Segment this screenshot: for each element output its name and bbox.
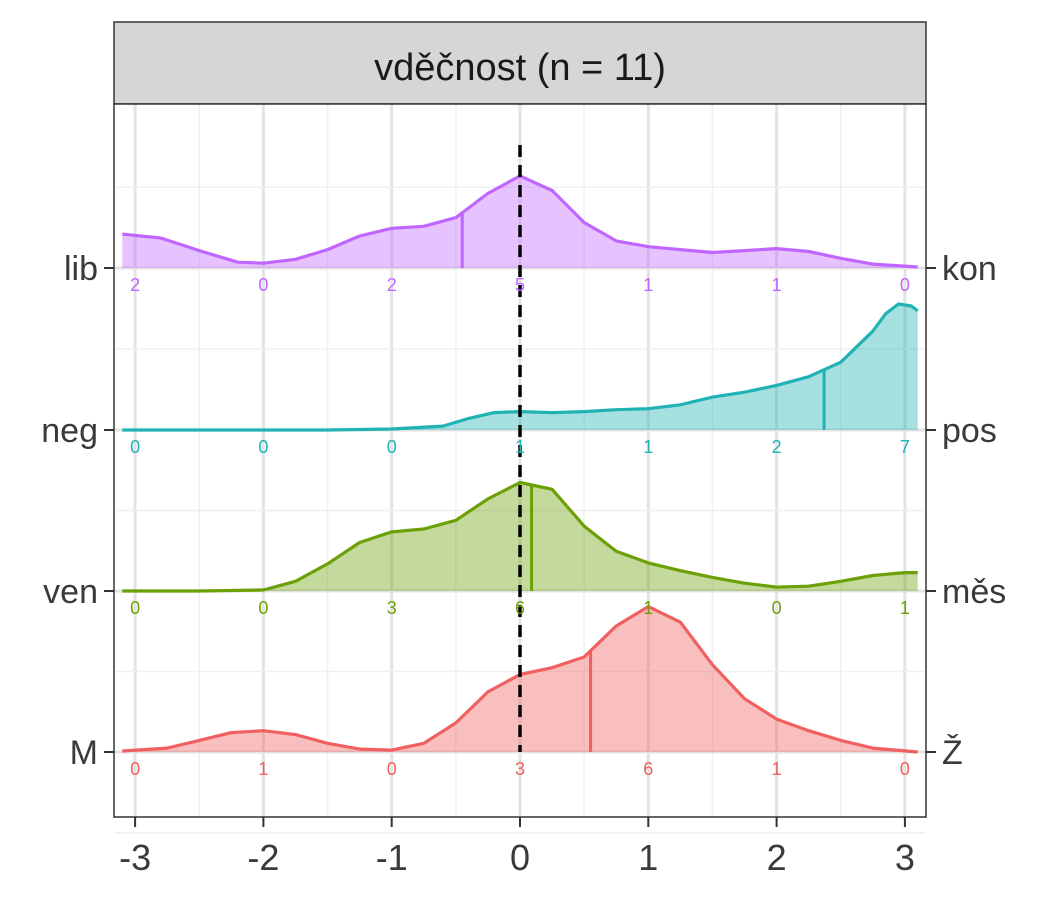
- y-label-right: pos: [942, 412, 997, 450]
- count-label: 3: [515, 759, 525, 779]
- count-label: 1: [643, 437, 653, 457]
- count-labels-layer: 2 0 2 5 1 1 0 0 0 0 1 1 2 7 0 0 3 6 1 0 1 0 1 0 3 6 1 0: [130, 275, 910, 779]
- x-tick-label: -2: [247, 837, 279, 878]
- count-label: 0: [772, 598, 782, 618]
- y-label-left: ven: [43, 573, 98, 611]
- density-curve: [122, 480, 918, 593]
- count-label: 5: [515, 275, 525, 295]
- density-area: [122, 175, 918, 268]
- count-label: 0: [387, 759, 397, 779]
- count-label: 0: [130, 437, 140, 457]
- count-label: 0: [900, 275, 910, 295]
- count-label: 0: [387, 437, 397, 457]
- count-label: 1: [772, 275, 782, 295]
- y-label-left: neg: [41, 412, 98, 450]
- x-tick-label: -3: [119, 837, 151, 878]
- y-label-left: lib: [64, 250, 98, 288]
- count-label: 1: [900, 598, 910, 618]
- count-label: 0: [258, 437, 268, 457]
- x-tick-label: 0: [510, 837, 530, 878]
- count-label: 1: [772, 759, 782, 779]
- count-label: 1: [515, 437, 525, 457]
- ridge-neg-pos: [122, 302, 919, 432]
- x-tick-label: -1: [376, 837, 408, 878]
- axis-layer: -3 -2 -1 0 1 2 3 lib kon neg pos ven měs M Ž: [41, 250, 1006, 878]
- count-label: 0: [258, 275, 268, 295]
- count-label: 1: [643, 598, 653, 618]
- count-label: 6: [643, 759, 653, 779]
- count-label: 3: [387, 598, 397, 618]
- y-label-left: M: [70, 734, 98, 772]
- y-label-right: Ž: [942, 734, 963, 772]
- count-label: 2: [387, 275, 397, 295]
- x-tick-label: 3: [895, 837, 915, 878]
- facet-strip: [113, 21, 927, 105]
- count-label: 0: [130, 598, 140, 618]
- count-label: 0: [258, 598, 268, 618]
- density-area: [122, 304, 918, 430]
- y-label-right: měs: [942, 573, 1006, 611]
- count-label: 1: [258, 759, 268, 779]
- count-label: 1: [643, 275, 653, 295]
- count-label: 2: [130, 275, 140, 295]
- count-label: 2: [772, 437, 782, 457]
- density-curve: [122, 302, 919, 432]
- count-label: 6: [515, 598, 525, 618]
- count-label: 7: [900, 437, 910, 457]
- count-label: 0: [130, 759, 140, 779]
- count-label: 0: [900, 759, 910, 779]
- x-tick-label: 2: [767, 837, 787, 878]
- facet-title: vděčnost (n = 11): [374, 47, 666, 89]
- x-tick-label: 1: [638, 837, 658, 878]
- density-area: [122, 606, 918, 752]
- y-label-right: kon: [942, 250, 997, 288]
